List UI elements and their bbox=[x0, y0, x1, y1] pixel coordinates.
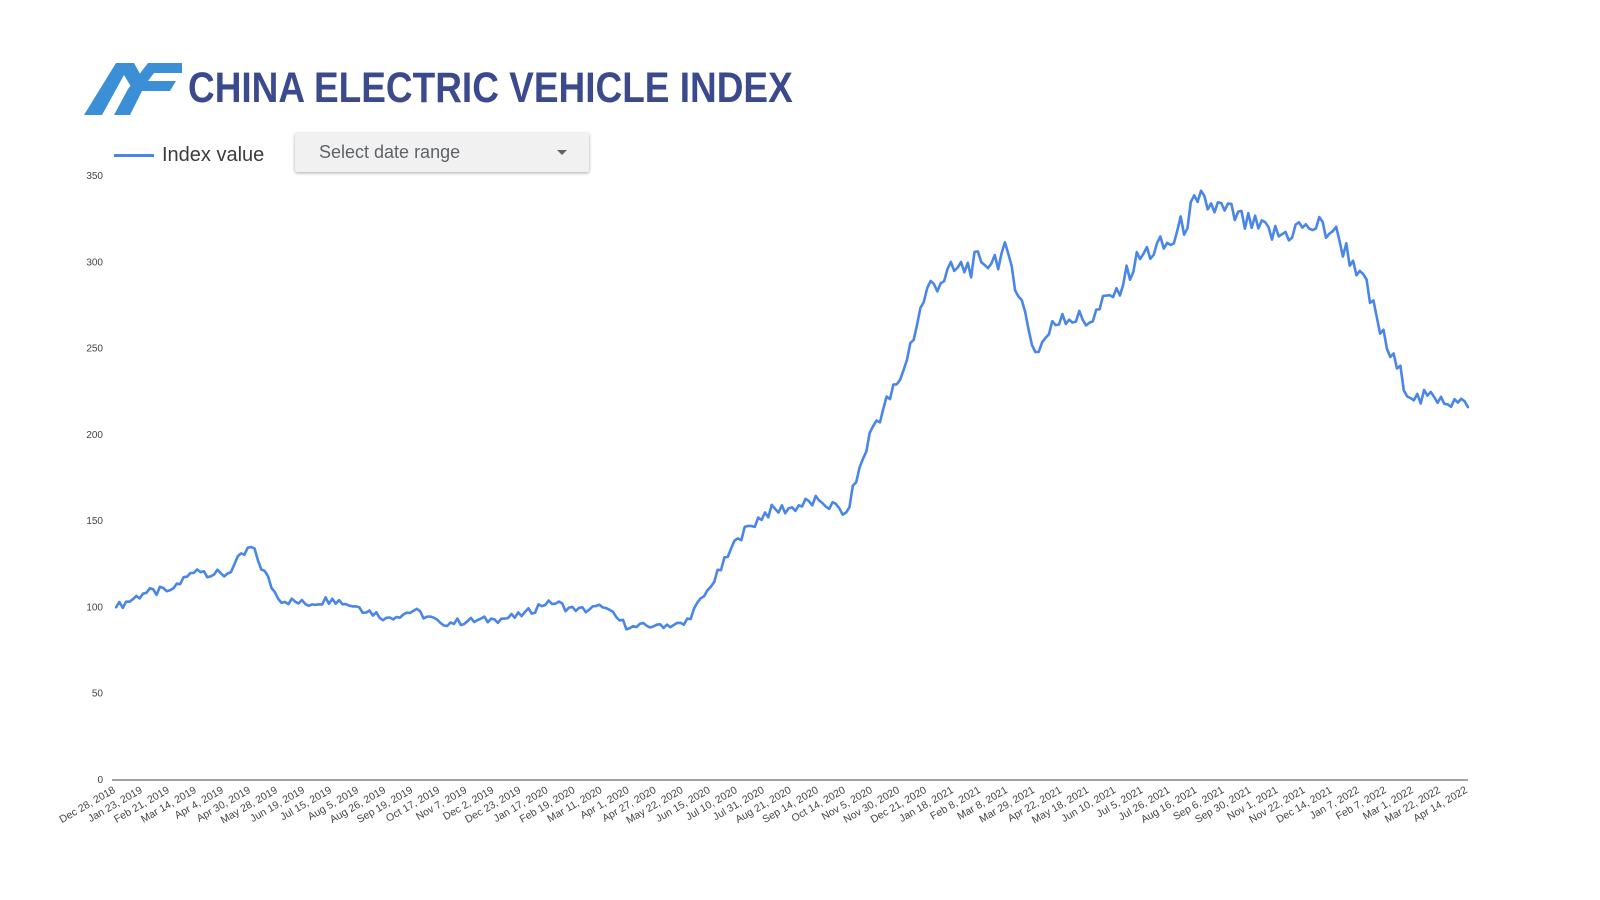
y-tick-label: 50 bbox=[92, 689, 104, 700]
data-point bbox=[1358, 269, 1362, 273]
data-point bbox=[682, 623, 686, 626]
data-point bbox=[1169, 243, 1172, 247]
date-range-label: Select date range bbox=[319, 142, 461, 162]
data-point bbox=[1223, 209, 1226, 212]
data-point bbox=[601, 606, 604, 609]
y-tick-label: 200 bbox=[86, 430, 103, 441]
data-point bbox=[871, 425, 875, 428]
data-point bbox=[1304, 223, 1307, 226]
data-point bbox=[926, 286, 929, 290]
data-point bbox=[1061, 312, 1064, 316]
data-point bbox=[1331, 230, 1335, 233]
y-tick-label: 0 bbox=[97, 775, 103, 786]
page-title: CHINA ELECTRIC VEHICLE INDEX bbox=[188, 63, 793, 112]
data-point bbox=[331, 597, 334, 600]
data-point bbox=[1142, 252, 1145, 255]
data-point bbox=[195, 568, 199, 571]
data-point bbox=[709, 585, 713, 588]
chevron-down-icon bbox=[557, 150, 567, 155]
date-range-dropdown[interactable]: Select date range bbox=[295, 133, 589, 172]
data-point bbox=[1385, 347, 1389, 350]
y-axis: 0 50 100 150 200 250 300 350 bbox=[86, 171, 1468, 786]
data-point bbox=[547, 599, 550, 602]
legend-label: Index value bbox=[162, 143, 265, 166]
data-point bbox=[439, 621, 442, 625]
data-point bbox=[898, 378, 902, 381]
data-point bbox=[1250, 226, 1253, 229]
data-point bbox=[1115, 286, 1118, 290]
af-logo-icon bbox=[84, 63, 182, 115]
data-point bbox=[385, 616, 388, 619]
data-point bbox=[1007, 252, 1010, 255]
data-point bbox=[1277, 235, 1280, 238]
data-point bbox=[1196, 200, 1199, 204]
y-tick-label: 150 bbox=[86, 516, 103, 527]
data-point bbox=[168, 588, 172, 592]
data-point bbox=[1439, 395, 1443, 399]
data-point bbox=[763, 511, 767, 514]
data-point bbox=[520, 614, 523, 618]
data-point bbox=[114, 606, 118, 609]
data-point bbox=[358, 606, 361, 609]
series-line-index-value bbox=[114, 189, 1470, 631]
data-point bbox=[1412, 399, 1416, 402]
data-point bbox=[655, 623, 658, 626]
y-tick-label: 100 bbox=[86, 602, 103, 613]
chart-legend: Index value bbox=[114, 143, 264, 167]
data-point bbox=[844, 511, 848, 514]
data-point bbox=[466, 620, 469, 623]
y-tick-label: 350 bbox=[86, 171, 103, 182]
data-point bbox=[628, 626, 631, 630]
data-point bbox=[222, 575, 226, 578]
data-point bbox=[141, 592, 145, 595]
chart-header: CHINA ELECTRIC VEHICLE INDEX bbox=[84, 60, 891, 116]
y-tick-label: 250 bbox=[86, 344, 103, 355]
data-point bbox=[250, 545, 253, 549]
data-point bbox=[574, 609, 577, 613]
data-point bbox=[1466, 406, 1470, 409]
data-point bbox=[277, 597, 280, 600]
data-point bbox=[1088, 321, 1091, 324]
data-point bbox=[1034, 350, 1037, 354]
data-point bbox=[980, 261, 983, 264]
legend-swatch bbox=[114, 153, 154, 157]
data-point bbox=[736, 537, 740, 540]
data-point bbox=[493, 618, 496, 621]
y-tick-label: 300 bbox=[86, 257, 103, 268]
data-point bbox=[790, 506, 794, 509]
data-point bbox=[304, 602, 307, 606]
data-point bbox=[817, 499, 821, 502]
series-group bbox=[114, 189, 1470, 631]
data-point bbox=[412, 609, 415, 613]
data-point bbox=[953, 269, 956, 273]
